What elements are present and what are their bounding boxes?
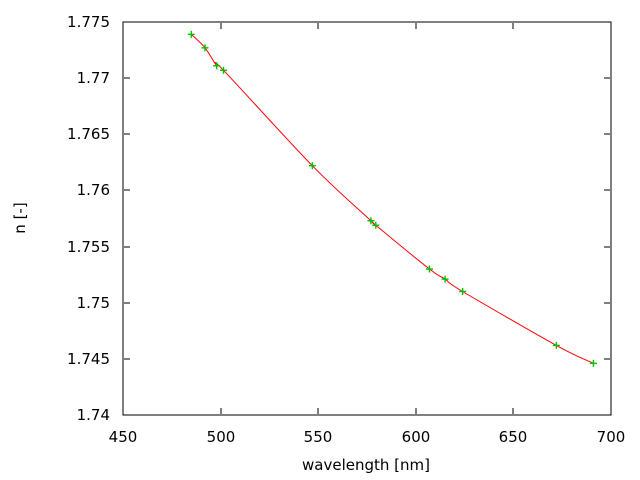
y-tick-label: 1.74 bbox=[77, 406, 110, 424]
x-axis-title: wavelength [nm] bbox=[302, 456, 430, 474]
data-point-marker bbox=[372, 221, 380, 229]
measured-data-points bbox=[187, 30, 597, 367]
y-tick-label: 1.745 bbox=[67, 350, 110, 368]
y-tick-label: 1.75 bbox=[77, 294, 110, 312]
data-point-marker bbox=[187, 30, 195, 38]
x-tick-label: 700 bbox=[597, 428, 626, 446]
data-point-marker bbox=[441, 275, 449, 283]
y-tick-label: 1.765 bbox=[67, 125, 110, 143]
y-tick-label: 1.755 bbox=[67, 238, 110, 256]
data-point-marker bbox=[459, 287, 467, 295]
data-point-marker bbox=[552, 341, 560, 349]
x-tick-label: 550 bbox=[304, 428, 333, 446]
y-tick-label: 1.775 bbox=[67, 13, 110, 31]
data-point-marker bbox=[367, 217, 375, 225]
plot-border bbox=[122, 21, 612, 416]
data-point-marker bbox=[425, 265, 433, 273]
x-tick-label: 650 bbox=[499, 428, 528, 446]
data-point-marker bbox=[308, 162, 316, 170]
data-point-marker bbox=[220, 66, 228, 74]
data-point-marker bbox=[213, 62, 221, 70]
fitted-dispersion-curve bbox=[190, 34, 594, 364]
x-tick-label: 450 bbox=[109, 428, 138, 446]
data-point-marker bbox=[589, 359, 597, 367]
y-axis-title: n [-] bbox=[11, 202, 29, 234]
y-tick-label: 1.76 bbox=[77, 181, 110, 199]
x-tick-label: 500 bbox=[207, 428, 236, 446]
data-point-marker bbox=[201, 44, 209, 52]
x-tick-label: 600 bbox=[402, 428, 431, 446]
y-tick-label: 1.77 bbox=[77, 69, 110, 87]
